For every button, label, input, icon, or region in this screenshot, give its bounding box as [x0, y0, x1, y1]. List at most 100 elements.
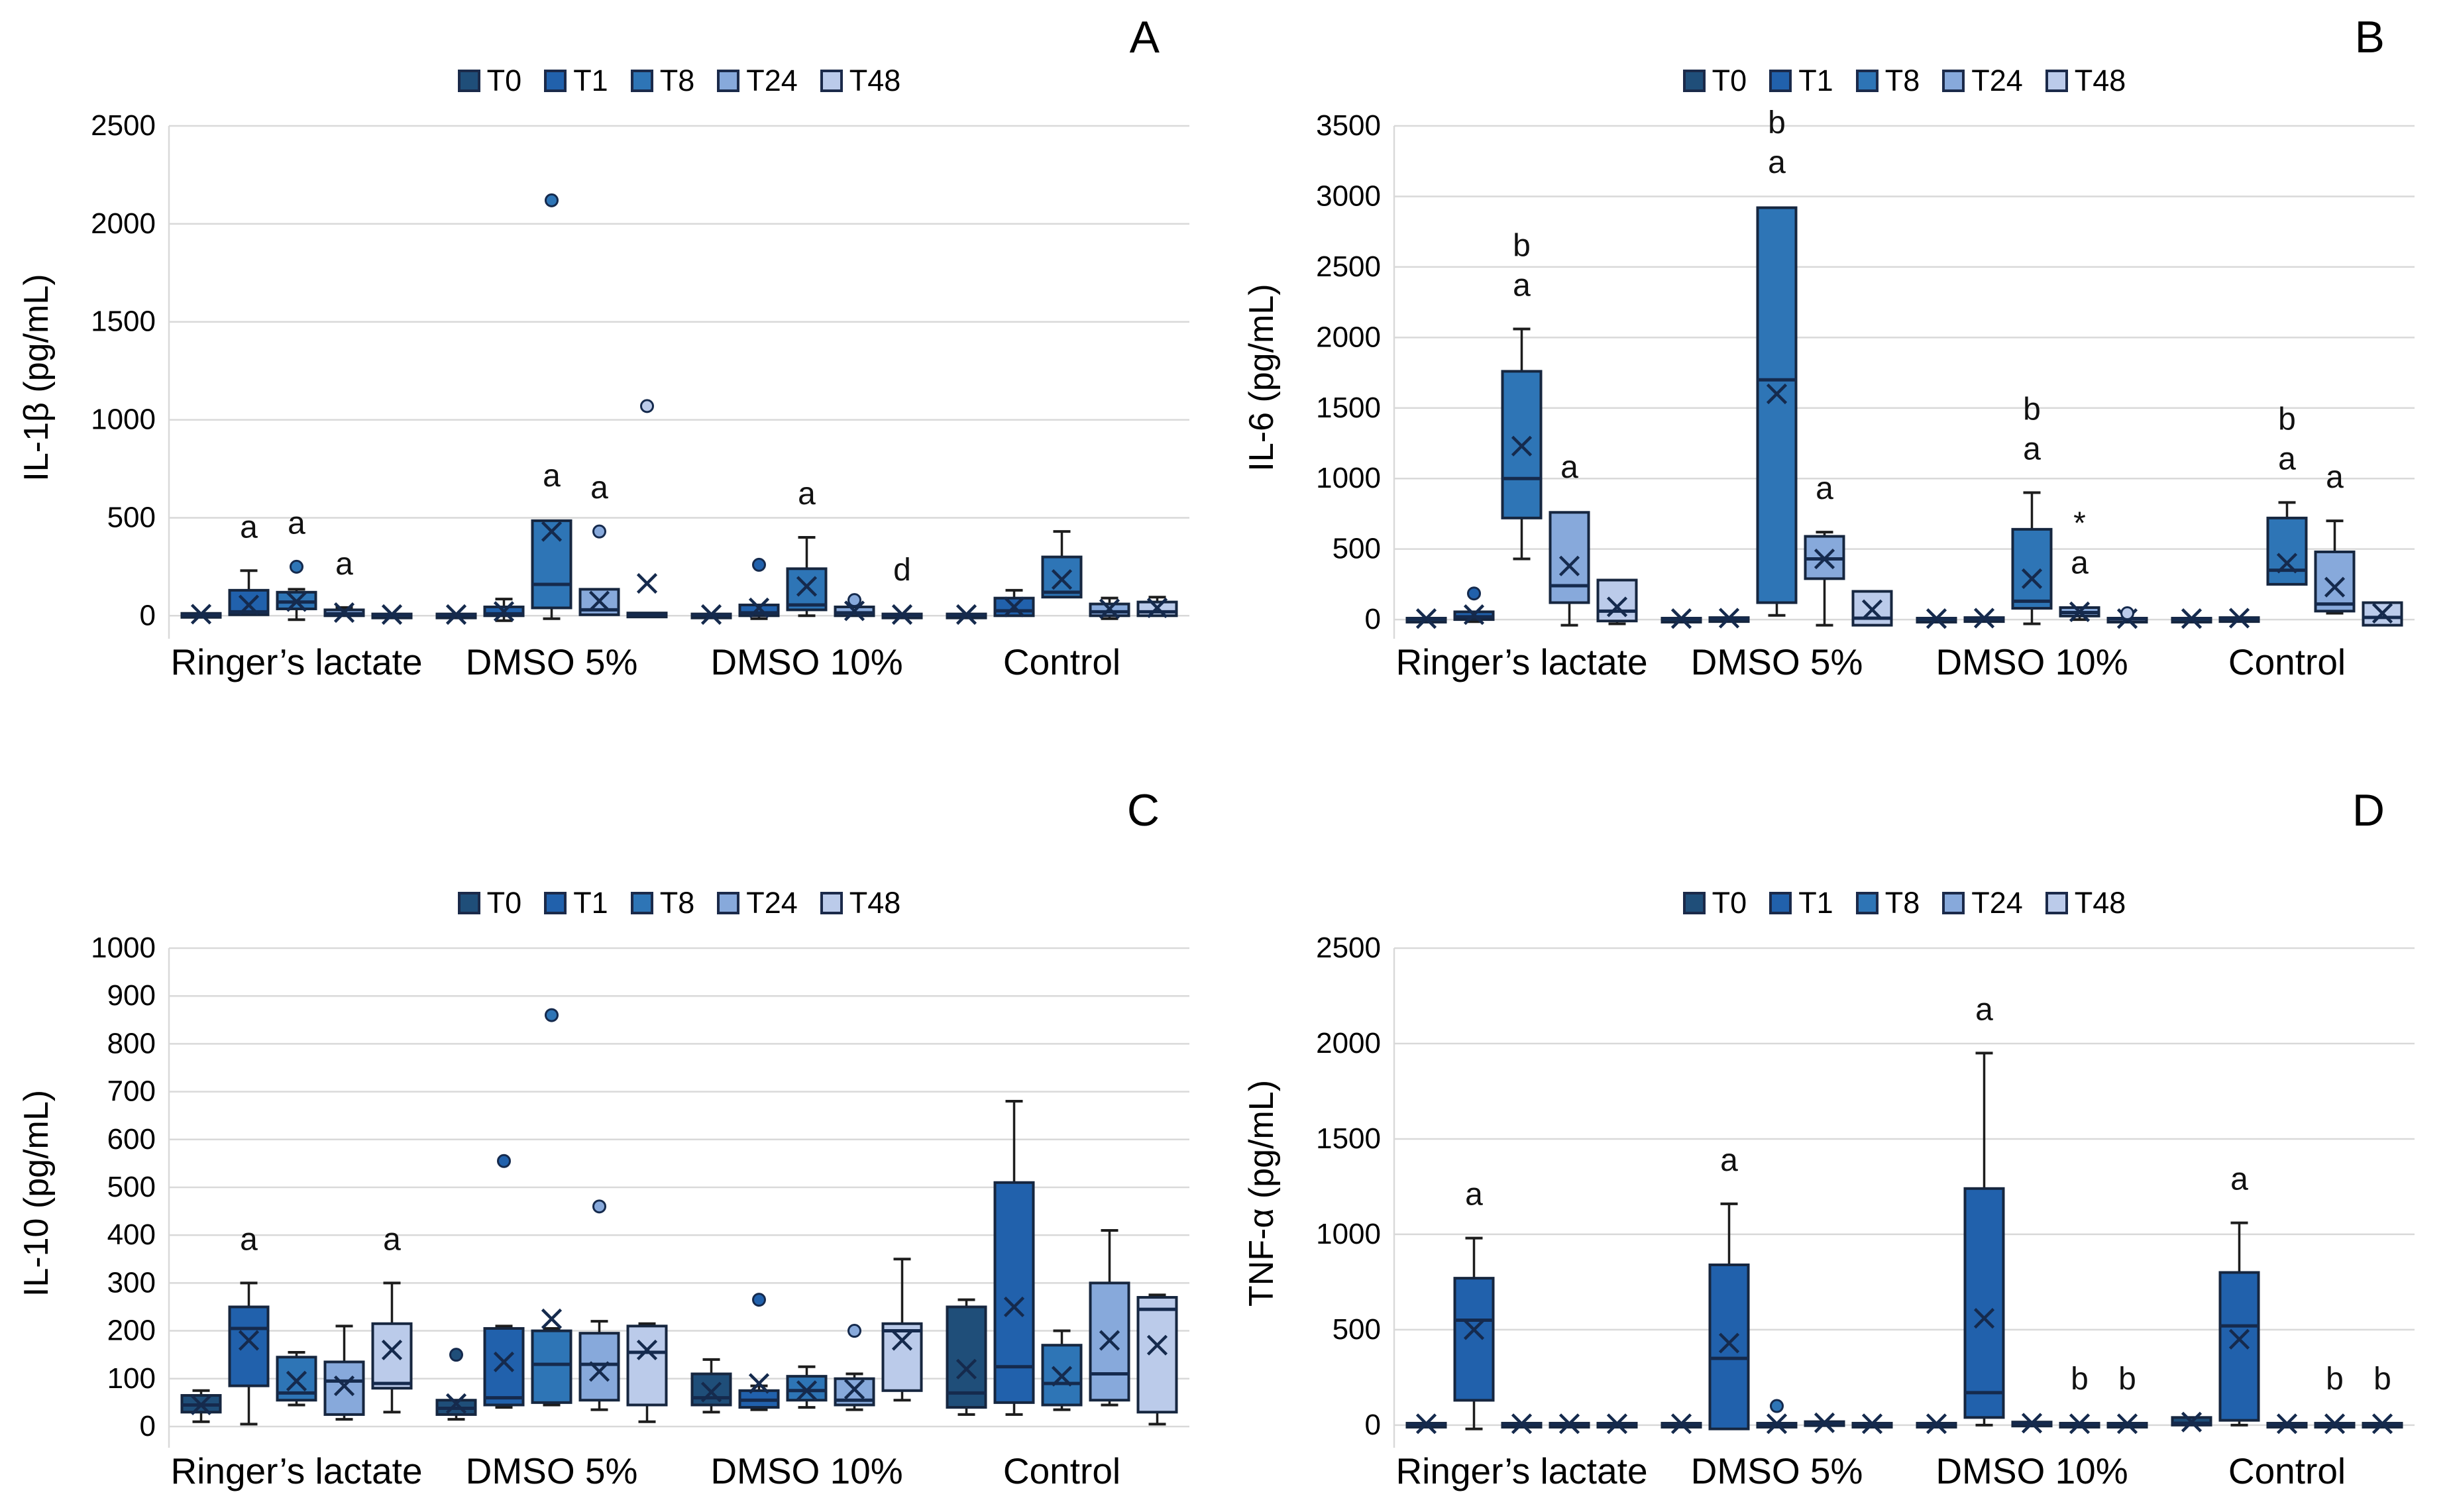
significance-label: a	[2230, 1162, 2248, 1197]
box-T8	[1041, 555, 1083, 599]
mean-marker	[636, 572, 658, 594]
box-T8	[786, 1375, 828, 1402]
group-label: DMSO 5%	[1691, 1450, 1863, 1491]
significance-label: b	[1768, 105, 1786, 140]
mean-marker	[2371, 1413, 2393, 1434]
y-tick-label: 0	[140, 1410, 156, 1442]
mean-marker	[748, 1373, 770, 1394]
significance-label: a	[590, 470, 608, 506]
legend-label: T48	[2074, 64, 2126, 97]
mean-marker	[844, 1379, 865, 1400]
legend-swatch-T8	[630, 70, 653, 92]
mean-marker	[2021, 568, 2043, 589]
panel-il6-chart: 0 500 1000 1500 2000 2500 3000 3500 IL-6 (pg/mL)…	[1225, 0, 2451, 756]
legend-label: T0	[1712, 64, 1747, 97]
group-label: Control	[2228, 1450, 2346, 1491]
panel-letter-d: D	[2352, 785, 2385, 836]
outlier-point	[545, 1008, 559, 1022]
box-T0	[690, 1372, 732, 1407]
mean-marker	[190, 604, 212, 625]
mean-marker	[1766, 383, 1788, 405]
significance-label: b	[2326, 1362, 2344, 1397]
mean-marker	[2069, 1413, 2091, 1434]
panel-letter-a: A	[1129, 12, 1160, 62]
legend-item-T0: T0	[1682, 64, 1747, 98]
y-tick-label: 100	[107, 1362, 156, 1395]
mean-marker	[381, 604, 403, 625]
legend-label: T24	[746, 64, 798, 97]
legend-swatch-T0	[1682, 70, 1706, 92]
group-label: DMSO 5%	[1691, 641, 1863, 682]
y-tick-label: 1000	[91, 404, 156, 436]
box-T8	[531, 1329, 572, 1404]
mean-marker	[493, 1351, 515, 1373]
legend-label: T48	[2074, 886, 2126, 920]
box-T24	[1549, 511, 1590, 604]
legend-item-T48: T48	[2045, 64, 2126, 98]
y-tick-label: 2000	[91, 207, 156, 240]
outlier-point	[752, 557, 766, 572]
mean-marker	[588, 1361, 610, 1382]
legend-item-T1: T1	[544, 886, 608, 920]
outlier-point	[290, 559, 303, 574]
legend-item-T8: T8	[1855, 64, 1920, 98]
mean-marker	[2228, 1328, 2250, 1350]
legend-item-T0: T0	[1682, 886, 1747, 920]
legend-swatch-T0	[457, 70, 480, 92]
y-tick-label: 3000	[1316, 180, 1381, 212]
significance-label: a	[2071, 546, 2089, 581]
mean-marker	[2276, 1413, 2298, 1434]
y-axis-title: IL-10 (pg/mL)	[17, 1090, 56, 1297]
significance-label: a	[1975, 992, 1993, 1027]
group-label: DMSO 10%	[1935, 641, 2128, 682]
outlier-point	[847, 1324, 861, 1338]
legend-swatch-T48	[820, 70, 843, 92]
mean-marker	[381, 1339, 403, 1361]
legend-item-T8: T8	[1855, 886, 1920, 920]
legend-label: T0	[486, 64, 522, 97]
significance-label: d	[893, 553, 911, 588]
outlier-point	[592, 524, 606, 539]
outlier-point	[752, 1293, 766, 1307]
box-T48	[371, 1322, 413, 1390]
mean-marker	[748, 597, 770, 619]
outlier-point	[1467, 586, 1481, 601]
legend-label: T8	[1884, 64, 1920, 97]
mean-marker	[1099, 598, 1120, 620]
box-T48	[1136, 1296, 1178, 1414]
outlier-point	[847, 593, 861, 608]
y-tick-label: 400	[107, 1218, 156, 1251]
y-tick-label: 1000	[1316, 1218, 1381, 1250]
mean-marker	[1511, 435, 1533, 457]
legend-swatch-T24	[1942, 70, 1965, 92]
legend-swatch-T8	[630, 892, 653, 914]
legend-swatch-T24	[1942, 892, 1965, 914]
mean-marker	[1861, 1413, 1883, 1434]
panel-letter-b: B	[2354, 12, 2385, 62]
mean-marker	[1606, 596, 1628, 618]
y-tick-label: 600	[107, 1123, 156, 1156]
significance-label: b	[2023, 392, 2041, 427]
y-axis-title: IL-6 (pg/mL)	[1242, 284, 1281, 471]
mean-marker	[238, 594, 260, 616]
panel-il6: 0 500 1000 1500 2000 2500 3000 3500 IL-6 (pg/mL)…	[1225, 0, 2451, 756]
y-tick-label: 700	[107, 1075, 156, 1108]
outlier-point	[497, 1154, 511, 1168]
legend-label: T8	[659, 64, 695, 97]
mean-marker	[541, 1308, 563, 1330]
outlier-point	[1770, 1399, 1784, 1413]
mean-marker	[700, 1381, 722, 1403]
mean-marker	[333, 1375, 355, 1397]
significance-label: b	[2278, 402, 2296, 437]
mean-marker	[445, 1393, 467, 1414]
legend-swatch-T48	[820, 892, 843, 914]
legend-item-T1: T1	[1769, 64, 1833, 98]
significance-label: a	[2023, 432, 2041, 467]
significance-label: a	[335, 547, 353, 582]
box-T1	[228, 1305, 270, 1387]
y-tick-label: 800	[107, 1027, 156, 1059]
mean-marker	[1415, 608, 1437, 629]
y-tick-label: 0	[1365, 1409, 1381, 1441]
box-T48	[1596, 578, 1638, 623]
mean-marker	[2371, 602, 2393, 624]
